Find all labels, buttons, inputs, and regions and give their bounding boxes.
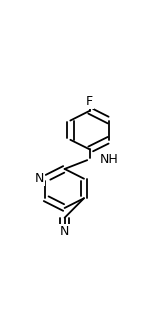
Text: NH: NH bbox=[100, 153, 118, 166]
Text: N: N bbox=[60, 225, 69, 238]
Text: N: N bbox=[34, 172, 44, 185]
Text: F: F bbox=[86, 95, 93, 108]
